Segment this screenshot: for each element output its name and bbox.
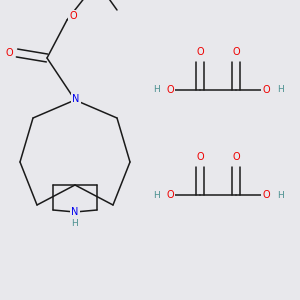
- Text: O: O: [69, 11, 77, 21]
- Text: H: H: [277, 190, 284, 200]
- Text: H: H: [153, 190, 159, 200]
- Text: O: O: [262, 85, 270, 95]
- Text: O: O: [262, 190, 270, 200]
- Text: H: H: [277, 85, 284, 94]
- Text: N: N: [72, 94, 80, 104]
- Text: N: N: [71, 207, 79, 217]
- Text: O: O: [232, 152, 240, 162]
- Text: O: O: [5, 48, 13, 58]
- Text: O: O: [232, 47, 240, 57]
- Text: H: H: [153, 85, 159, 94]
- Text: O: O: [166, 85, 174, 95]
- Text: O: O: [196, 152, 204, 162]
- Text: O: O: [166, 190, 174, 200]
- Text: O: O: [196, 47, 204, 57]
- Text: H: H: [72, 220, 78, 229]
